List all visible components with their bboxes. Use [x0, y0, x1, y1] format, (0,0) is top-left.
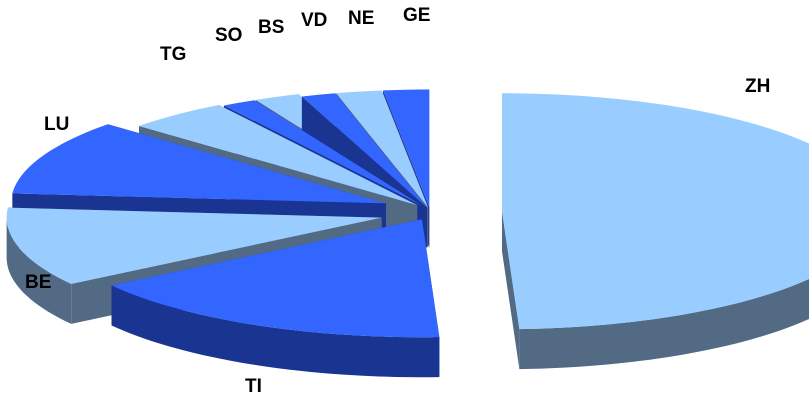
label-ne: NE: [348, 8, 374, 29]
label-ge: GE: [403, 5, 430, 26]
slice-be-top: [6, 207, 382, 284]
label-vd: VD: [301, 10, 327, 31]
slice-ge-top: [383, 89, 430, 208]
slice-ne-top: [336, 90, 429, 208]
slice-zh-wall-1: [501, 211, 520, 370]
slice-so-top: [223, 100, 423, 206]
slice-be-side: [6, 217, 72, 324]
slice-vd-top: [301, 93, 428, 208]
label-tg: TG: [160, 44, 186, 65]
slice-zh: [501, 93, 809, 370]
slice-ti-side: [111, 285, 440, 378]
slice-zh-top: [501, 93, 809, 330]
slice-ti: [111, 219, 440, 378]
slice-zh-side: [519, 278, 809, 370]
slice-lu-top: [12, 124, 386, 204]
label-ti: TI: [245, 376, 262, 397]
slice-sides: [6, 89, 809, 378]
slice-tg-top: [139, 104, 418, 206]
label-zh: ZH: [745, 76, 770, 97]
label-so: SO: [215, 25, 242, 46]
slice-ti-top: [111, 219, 440, 338]
slice-labels: ZH TI BE LU TG SO BS VD NE GE: [25, 5, 770, 397]
label-bs: BS: [258, 17, 284, 38]
label-lu: LU: [44, 114, 69, 135]
label-be: BE: [25, 272, 51, 293]
